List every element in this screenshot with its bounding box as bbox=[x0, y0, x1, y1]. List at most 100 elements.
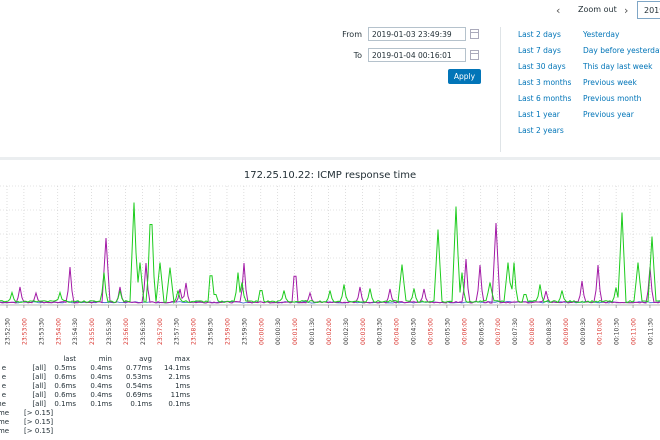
legend-cell: 0.77ms bbox=[125, 364, 152, 372]
legend-cell: 0.6ms bbox=[54, 391, 76, 399]
x-tick-label: 00:11:00 bbox=[631, 318, 638, 345]
legend-cell: 0.69ms bbox=[125, 391, 152, 399]
x-tick-label: 00:03:30 bbox=[377, 318, 384, 345]
legend-cell: 1ms bbox=[175, 382, 190, 390]
legend-cell: [all] bbox=[32, 373, 46, 381]
x-tick-label: 00:05:30 bbox=[444, 318, 451, 345]
trigger-threshold: [> 0.15] bbox=[24, 427, 54, 435]
trigger-threshold: [> 0.15] bbox=[24, 409, 54, 417]
x-tick-label: 00:08:30 bbox=[546, 318, 553, 345]
legend-cell: 0.6ms bbox=[54, 373, 76, 381]
x-axis-ticks: 23:52:30 23:53:00 23:53:30 23:54:00 23:54:30… bbox=[5, 305, 654, 345]
quick-link-previous-week[interactable]: Previous week bbox=[583, 78, 637, 87]
quick-link-day-before-yesterday[interactable]: Day before yesterday bbox=[583, 46, 660, 55]
x-tick-label: 00:05:00 bbox=[428, 318, 435, 345]
legend-cell: 0.1ms bbox=[90, 400, 112, 408]
x-tick-label: 23:54:00 bbox=[55, 318, 62, 345]
zoom-out-button[interactable]: Zoom out bbox=[578, 5, 617, 14]
x-tick-label: 00:04:00 bbox=[394, 318, 401, 345]
from-input[interactable]: 2019-01-03 23:49:39 bbox=[368, 27, 466, 41]
apply-button[interactable]: Apply bbox=[448, 69, 481, 84]
x-tick-label: 00:07:30 bbox=[512, 318, 519, 345]
legend-cell: [all] bbox=[32, 364, 46, 372]
graph-grid bbox=[0, 185, 660, 305]
legend-cell: e bbox=[1, 373, 6, 381]
chevron-right-icon[interactable]: › bbox=[624, 4, 629, 17]
x-tick-label: 23:57:00 bbox=[157, 318, 164, 345]
x-tick-label: 23:54:30 bbox=[72, 318, 79, 345]
legend-cell: [all] bbox=[32, 400, 46, 408]
to-label: To bbox=[353, 51, 362, 60]
quick-link-last-30-days[interactable]: Last 30 days bbox=[518, 62, 566, 71]
x-tick-label: 23:58:30 bbox=[208, 318, 215, 345]
legend-cell: 0.4ms bbox=[90, 391, 112, 399]
legend-cell: 0.5ms bbox=[54, 364, 76, 372]
quick-link-this-day-last-week[interactable]: This day last week bbox=[583, 62, 653, 71]
series-line-green bbox=[0, 202, 660, 305]
x-tick-label: 23:58:00 bbox=[191, 318, 198, 345]
x-tick-label: 00:02:00 bbox=[326, 318, 333, 345]
x-tick-label: 23:59:30 bbox=[241, 318, 248, 345]
quick-link-previous-month[interactable]: Previous month bbox=[583, 94, 642, 103]
graph-series bbox=[0, 202, 660, 305]
trigger-name: ime bbox=[0, 427, 10, 435]
x-tick-label: 23:59:00 bbox=[224, 318, 231, 345]
legend-cell: 0.4ms bbox=[90, 364, 112, 372]
x-tick-label: 00:07:00 bbox=[495, 318, 502, 345]
x-tick-label: 00:09:00 bbox=[563, 318, 570, 345]
legend-cell: 0.1ms bbox=[130, 400, 152, 408]
quick-link-last-6-months[interactable]: Last 6 months bbox=[518, 94, 572, 103]
legend-cell: 0.6ms bbox=[54, 382, 76, 390]
legend-cell: 0.4ms bbox=[90, 382, 112, 390]
x-tick-label: 00:01:30 bbox=[309, 318, 316, 345]
legend-cell: 0.53ms bbox=[125, 373, 152, 381]
legend-header-avg: avg bbox=[139, 355, 152, 363]
legend-cell: 2.1ms bbox=[168, 373, 190, 381]
x-tick-label: 00:06:00 bbox=[461, 318, 468, 345]
legend-cell: 11ms bbox=[170, 391, 190, 399]
trigger-name: ime bbox=[0, 418, 10, 426]
chevron-left-icon[interactable]: ‹ bbox=[556, 4, 561, 17]
legend-header-max: max bbox=[174, 355, 190, 363]
x-tick-label: 00:03:00 bbox=[360, 318, 367, 345]
x-tick-label: 00:11:30 bbox=[647, 318, 654, 345]
quick-link-last-2-years[interactable]: Last 2 years bbox=[518, 126, 564, 135]
x-tick-label: 23:57:30 bbox=[174, 318, 181, 345]
divider bbox=[500, 27, 501, 152]
legend-cell: 0.54ms bbox=[125, 382, 152, 390]
from-label: From bbox=[342, 30, 362, 39]
legend-cell: time bbox=[0, 400, 6, 408]
x-tick-label: 00:00:30 bbox=[275, 318, 282, 345]
legend-cell: e bbox=[1, 391, 6, 399]
x-tick-label: 00:04:30 bbox=[411, 318, 418, 345]
quick-link-last-7-days[interactable]: Last 7 days bbox=[518, 46, 561, 55]
quick-link-last-2-days[interactable]: Last 2 days bbox=[518, 30, 561, 39]
quick-link-last-1-year[interactable]: Last 1 year bbox=[518, 110, 560, 119]
section-divider bbox=[0, 157, 660, 160]
x-tick-label: 00:01:00 bbox=[292, 318, 299, 345]
legend-cell: 0.1ms bbox=[54, 400, 76, 408]
x-tick-label: 23:55:30 bbox=[106, 318, 113, 345]
to-input[interactable]: 2019-01-04 00:16:01 bbox=[368, 48, 466, 62]
x-tick-label: 00:09:30 bbox=[580, 318, 587, 345]
quick-link-yesterday[interactable]: Yesterday bbox=[583, 30, 620, 39]
calendar-icon[interactable] bbox=[470, 50, 479, 60]
x-tick-label: 23:53:00 bbox=[21, 318, 28, 345]
graph-title: 172.25.10.22: ICMP response time bbox=[243, 170, 417, 181]
quick-link-previous-year[interactable]: Previous year bbox=[583, 110, 634, 119]
x-tick-label: 23:52:30 bbox=[5, 318, 12, 345]
x-tick-label: 00:00:00 bbox=[258, 318, 265, 345]
legend-cell: 0.1ms bbox=[168, 400, 190, 408]
quick-link-last-3-months[interactable]: Last 3 months bbox=[518, 78, 572, 87]
icmp-response-graph[interactable]: 23:52:30 23:53:00 23:53:30 23:54:00 23:54:30… bbox=[0, 184, 660, 352]
trigger-threshold: [> 0.15] bbox=[24, 418, 54, 426]
calendar-icon[interactable] bbox=[470, 29, 479, 39]
graph-toolbar: ‹ Zoom out › 2019 bbox=[0, 0, 660, 22]
x-tick-label: 23:56:00 bbox=[123, 318, 130, 345]
legend-cell: 0.4ms bbox=[90, 373, 112, 381]
x-tick-label: 00:06:30 bbox=[478, 318, 485, 345]
legend-cell: e bbox=[1, 364, 6, 372]
legend-cell: [all] bbox=[32, 391, 46, 399]
legend-cell: 14.1ms bbox=[163, 364, 190, 372]
date-selector[interactable]: 2019 bbox=[637, 1, 660, 19]
